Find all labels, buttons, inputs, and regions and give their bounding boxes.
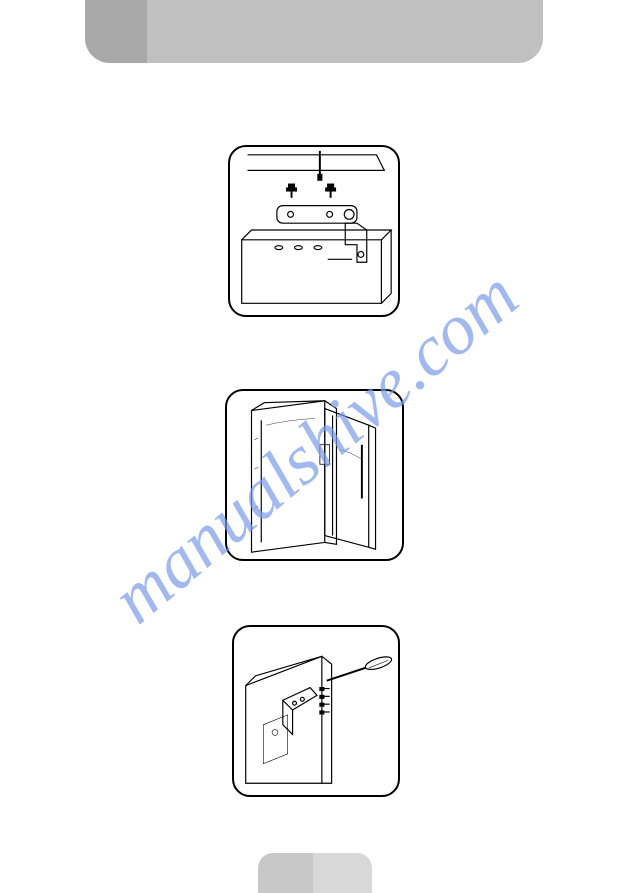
- header-bar: [85, 0, 543, 63]
- refrigerator-door-svg: [227, 391, 402, 559]
- footer-tab-left: [258, 853, 313, 893]
- footer-tab-right: [313, 853, 372, 893]
- diagram-hinge-assembly: [228, 145, 400, 317]
- header-tab: [85, 0, 147, 63]
- diagram-refrigerator-door: [225, 389, 404, 561]
- diagram-screwdriver-hinge: [232, 625, 400, 797]
- hinge-assembly-svg: [230, 147, 398, 315]
- screwdriver-hinge-svg: [234, 627, 398, 795]
- footer-tabs: [258, 853, 372, 893]
